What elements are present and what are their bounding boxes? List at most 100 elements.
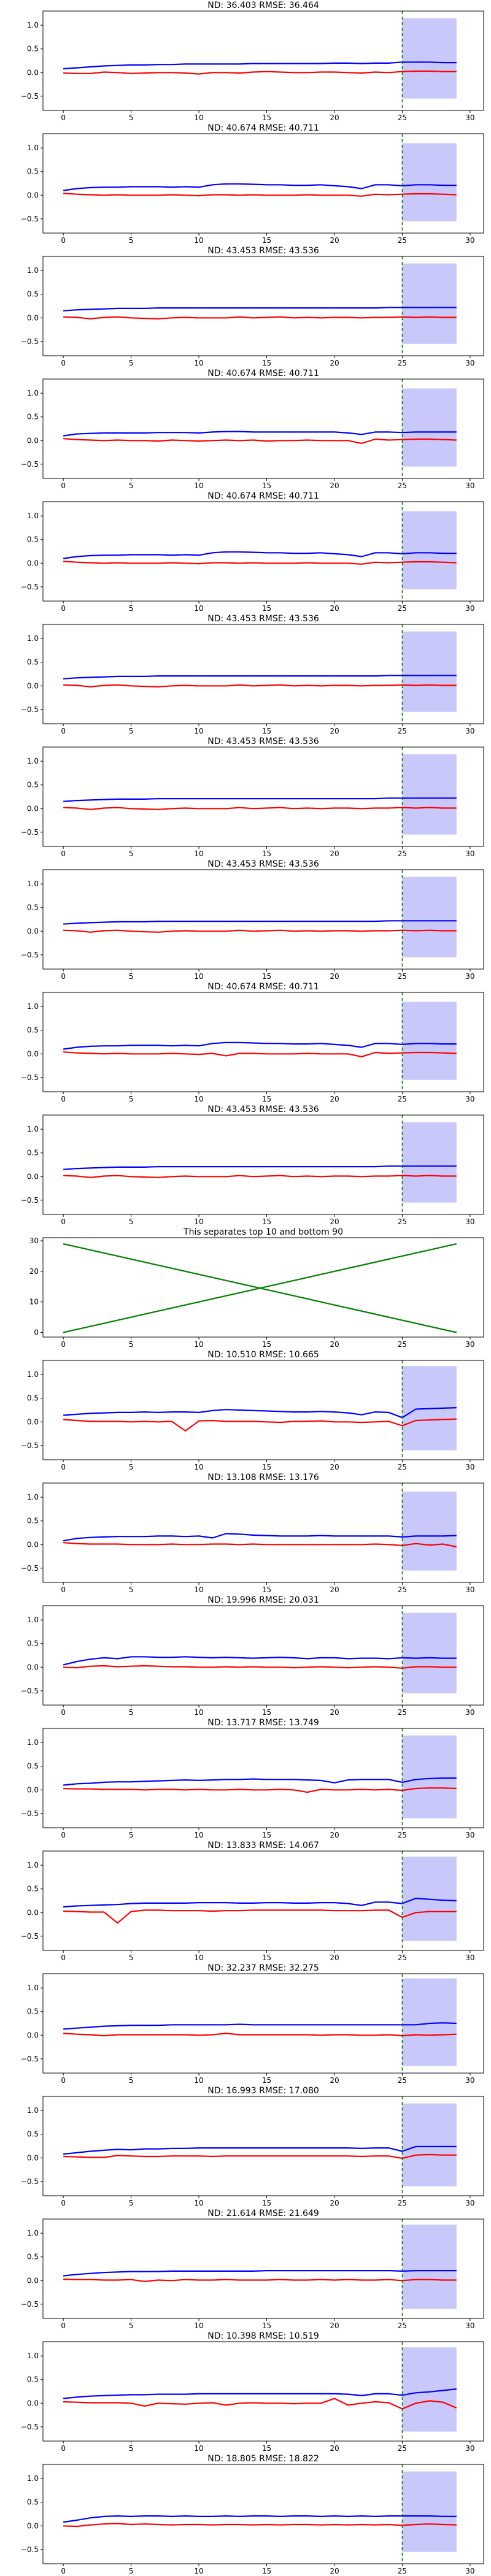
chart-0-ytick-label-3: −0.5 xyxy=(21,92,39,101)
chart-12-ytick-label-2: 0.0 xyxy=(27,1540,39,1549)
chart-2-forecast-band xyxy=(402,263,457,344)
chart-17-xtick-label-2: 10 xyxy=(194,2199,203,2207)
chart-1-xtick-label-1: 5 xyxy=(129,236,134,245)
chart-9-ytick-label-2: 0.0 xyxy=(27,1172,39,1181)
chart-13-xtick-label-3: 15 xyxy=(262,1708,271,1717)
chart-13-xtick-label-4: 20 xyxy=(330,1708,339,1717)
chart-9-series-1-line xyxy=(63,1175,457,1178)
chart-0-xtick-label-4: 20 xyxy=(330,113,339,122)
chart-13-series-1-line xyxy=(63,1665,457,1669)
chart-12-xtick-label-3: 15 xyxy=(262,1585,271,1594)
chart-13-xtick-label-2: 10 xyxy=(194,1708,203,1717)
chart-15-xtick-label-3: 15 xyxy=(262,1953,271,1962)
chart-1-axes-frame xyxy=(42,133,484,234)
chart-1-ytick-label-0: 1.0 xyxy=(27,144,39,152)
chart-18-ytick-label-2: 0.0 xyxy=(27,2276,39,2285)
chart-6-forecast-band xyxy=(402,754,457,835)
chart-20-title: ND: 18.805 RMSE: 18.822 xyxy=(207,2454,319,2464)
chart-14-ytick-label-3: −0.5 xyxy=(21,1809,39,1818)
chart-2-ytick-label-2: 0.0 xyxy=(27,313,39,322)
chart-15-xtick-label-6: 30 xyxy=(465,1953,474,1962)
chart-14-series-0-line xyxy=(63,1777,457,1786)
chart-18-series-1-line xyxy=(63,2278,457,2282)
chart-3-ytick-label-1: 0.5 xyxy=(27,413,39,421)
chart-13-xtick-label-1: 5 xyxy=(129,1708,134,1717)
chart-6-title: ND: 43.453 RMSE: 43.536 xyxy=(207,737,319,746)
chart-9-xtick-label-6: 30 xyxy=(465,1217,474,1226)
chart-19-xtick-label-2: 10 xyxy=(194,2444,203,2453)
chart-3-series-1-line xyxy=(63,438,457,445)
chart-17-title: ND: 16.993 RMSE: 17.080 xyxy=(207,2086,319,2096)
chart-10-ytick-label-2: 10 xyxy=(29,1298,39,1306)
chart-2-xtick-label-6: 30 xyxy=(465,359,474,367)
chart-14-xtick-label-0: 0 xyxy=(61,1831,66,1839)
chart-7-xtick-label-0: 0 xyxy=(61,972,66,981)
chart-0-panel: ND: 36.403 RMSE: 36.464 0 5 10 15 20 25 30 1.0 0.… xyxy=(21,1,484,122)
chart-5-xtick-label-4: 20 xyxy=(330,727,339,735)
chart-9-ytick-label-3: −0.5 xyxy=(21,1196,39,1205)
chart-12-xtick-label-6: 30 xyxy=(465,1585,474,1594)
chart-4-xtick-label-5: 25 xyxy=(398,604,407,613)
chart-14-axes-frame xyxy=(42,1728,484,1828)
chart-6-xtick-label-3: 15 xyxy=(262,849,271,858)
chart-3-title: ND: 40.674 RMSE: 40.711 xyxy=(207,369,319,378)
chart-9-panel: ND: 43.453 RMSE: 43.536 0 5 10 15 20 25 30 1.0 0.… xyxy=(21,1105,484,1226)
chart-5-xtick-label-5: 25 xyxy=(398,727,407,735)
chart-16-xtick-label-0: 0 xyxy=(61,2076,66,2085)
chart-0-xtick-label-2: 10 xyxy=(194,113,203,122)
chart-16-series-0-line xyxy=(63,2022,457,2030)
chart-19-title: ND: 10.398 RMSE: 10.519 xyxy=(207,2331,319,2341)
chart-2-xtick-label-4: 20 xyxy=(330,359,339,367)
chart-6-xtick-label-0: 0 xyxy=(61,849,66,858)
chart-0-xtick-label-6: 30 xyxy=(465,113,474,122)
chart-12-axes-frame xyxy=(42,1482,484,1583)
chart-17-ytick-label-1: 0.5 xyxy=(27,2130,39,2139)
chart-1-ytick-label-3: −0.5 xyxy=(21,215,39,223)
chart-7-ytick-label-0: 1.0 xyxy=(27,880,39,888)
chart-12-forecast-band xyxy=(402,1491,457,1571)
chart-5-xtick-label-0: 0 xyxy=(61,727,66,735)
chart-4-ytick-label-2: 0.0 xyxy=(27,559,39,567)
chart-3-xtick-label-4: 20 xyxy=(330,481,339,490)
chart-18-xtick-label-2: 10 xyxy=(194,2321,203,2330)
chart-15-xtick-label-0: 0 xyxy=(61,1953,66,1962)
chart-0-series-0-line xyxy=(63,61,457,70)
chart-7-series-1-line xyxy=(63,929,457,933)
chart-19-ytick-label-0: 1.0 xyxy=(27,2352,39,2360)
chart-3-xtick-label-0: 0 xyxy=(61,481,66,490)
chart-15-series-1-line xyxy=(63,1909,457,1924)
chart-14-forecast-band xyxy=(402,1735,457,1819)
chart-16-xtick-label-6: 30 xyxy=(465,2076,474,2085)
chart-20-xtick-label-0: 0 xyxy=(61,2567,66,2575)
chart-6-ytick-label-1: 0.5 xyxy=(27,781,39,789)
chart-0-title: ND: 36.403 RMSE: 36.464 xyxy=(207,1,319,10)
chart-19-xtick-label-5: 25 xyxy=(398,2444,407,2453)
chart-11-ytick-label-3: −0.5 xyxy=(21,1441,39,1450)
chart-18-ytick-label-3: −0.5 xyxy=(21,2300,39,2309)
chart-12-ytick-label-0: 1.0 xyxy=(27,1493,39,1501)
chart-13-panel: ND: 19.996 RMSE: 20.031 0 5 10 15 20 25 30 1.0 0.… xyxy=(21,1595,484,1717)
chart-16-xtick-label-3: 15 xyxy=(262,2076,271,2085)
chart-10-xtick-label-4: 20 xyxy=(330,1340,339,1349)
chart-19-axes-frame xyxy=(42,2341,484,2442)
chart-7-xtick-label-4: 20 xyxy=(330,972,339,981)
chart-20-ytick-label-0: 1.0 xyxy=(27,2474,39,2483)
chart-12-series-0-line xyxy=(63,1533,457,1542)
chart-11-xtick-label-5: 25 xyxy=(398,1463,407,1471)
chart-11-axes-frame xyxy=(42,1360,484,1460)
chart-6-xtick-label-5: 25 xyxy=(398,849,407,858)
chart-1-ytick-label-2: 0.0 xyxy=(27,191,39,199)
chart-18-axes-frame xyxy=(42,2218,484,2319)
chart-14-panel: ND: 13.717 RMSE: 13.749 0 5 10 15 20 25 30 1.0 0.… xyxy=(21,1718,484,1839)
chart-1-xtick-label-6: 30 xyxy=(465,236,474,245)
chart-18-ytick-label-0: 1.0 xyxy=(27,2229,39,2237)
chart-5-series-1-line xyxy=(63,684,457,688)
chart-5-ytick-label-0: 1.0 xyxy=(27,634,39,643)
chart-10-xtick-label-0: 0 xyxy=(61,1340,66,1349)
chart-8-series-0-line xyxy=(63,1041,457,1050)
chart-11-xtick-label-0: 0 xyxy=(61,1463,66,1471)
chart-5-xtick-label-2: 10 xyxy=(194,727,203,735)
chart-4-xtick-label-4: 20 xyxy=(330,604,339,613)
chart-9-xtick-label-0: 0 xyxy=(61,1217,66,1226)
chart-20-ytick-label-1: 0.5 xyxy=(27,2498,39,2507)
